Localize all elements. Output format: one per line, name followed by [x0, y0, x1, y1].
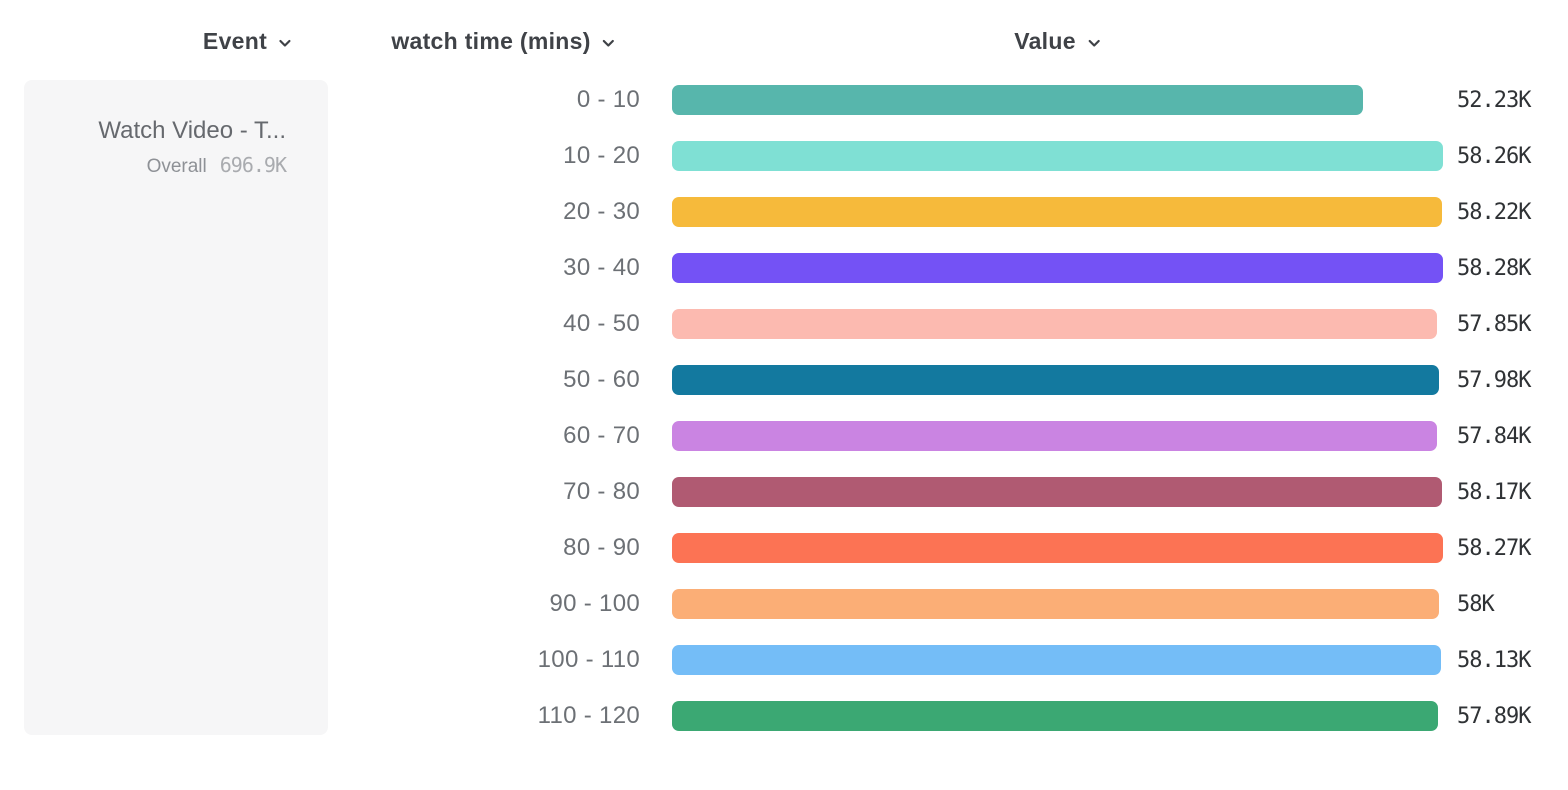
chevron-down-icon	[1086, 35, 1102, 51]
overall-label: Overall	[146, 156, 207, 177]
category-label: 60 - 70	[563, 422, 640, 449]
value-column-label: Value	[1014, 28, 1076, 54]
bar-track	[672, 421, 1443, 451]
category-label: 30 - 40	[563, 254, 640, 281]
category-label: 110 - 120	[537, 702, 640, 729]
category-label: 80 - 90	[563, 534, 640, 561]
bar-row: 60 - 70 57.84K	[0, 408, 1568, 464]
overall-line: Overall 696.9K	[24, 153, 287, 178]
bar-track	[672, 533, 1443, 563]
category-label: 50 - 60	[563, 366, 640, 393]
value-label: 58K	[1457, 591, 1495, 617]
value-bar[interactable]	[672, 533, 1443, 563]
bar-row: 10 - 20 58.26K	[0, 128, 1568, 184]
bar-track	[672, 645, 1443, 675]
breakdown-column-header[interactable]: watch time (mins)	[391, 28, 616, 55]
value-label: 58.22K	[1457, 199, 1531, 225]
value-label: 57.84K	[1457, 423, 1531, 449]
value-bar[interactable]	[672, 589, 1440, 619]
bar-track	[672, 85, 1443, 115]
category-label: 0 - 10	[576, 86, 640, 113]
value-bar[interactable]	[672, 85, 1363, 115]
bar-row: 110 - 120 57.89K	[0, 688, 1568, 744]
bar-track	[672, 365, 1443, 395]
bar-row: 20 - 30 58.22K	[0, 184, 1568, 240]
bar-track	[672, 701, 1443, 731]
bar-chart: 0 - 10 52.23K 10 - 20 58.26K 20 - 30 58.…	[0, 72, 1568, 744]
value-label: 57.89K	[1457, 703, 1531, 729]
bar-row: 70 - 80 58.17K	[0, 464, 1568, 520]
value-bar[interactable]	[672, 197, 1443, 227]
value-label: 58.17K	[1457, 479, 1531, 505]
bar-row: 80 - 90 58.27K	[0, 520, 1568, 576]
category-label: 10 - 20	[563, 142, 640, 169]
event-column-header[interactable]: Event	[203, 28, 293, 55]
bar-row: 0 - 10 52.23K	[0, 72, 1568, 128]
category-label: 90 - 100	[549, 590, 640, 617]
event-name: Watch Video - T...	[98, 117, 286, 144]
value-bar[interactable]	[672, 253, 1443, 283]
bar-row: 90 - 100 58K	[0, 576, 1568, 632]
bar-track	[672, 589, 1443, 619]
value-bar[interactable]	[672, 421, 1438, 451]
bar-track	[672, 141, 1443, 171]
bar-row: 30 - 40 58.28K	[0, 240, 1568, 296]
value-bar[interactable]	[672, 701, 1438, 731]
overall-value: 696.9K	[219, 153, 287, 177]
bar-track	[672, 253, 1443, 283]
breakdown-column-label: watch time (mins)	[391, 28, 591, 54]
category-label: 20 - 30	[563, 198, 640, 225]
value-bar[interactable]	[672, 309, 1438, 339]
value-bar[interactable]	[672, 365, 1440, 395]
event-card[interactable]: Watch Video - T... Overall 696.9K	[24, 80, 328, 735]
value-column-header[interactable]: Value	[1014, 28, 1102, 55]
value-label: 58.27K	[1457, 535, 1531, 561]
value-bar[interactable]	[672, 645, 1441, 675]
chevron-down-icon	[601, 35, 617, 51]
bar-row: 40 - 50 57.85K	[0, 296, 1568, 352]
value-label: 58.13K	[1457, 647, 1531, 673]
bar-row: 100 - 110 58.13K	[0, 632, 1568, 688]
bar-track	[672, 309, 1443, 339]
bar-track	[672, 197, 1443, 227]
value-label: 58.28K	[1457, 255, 1531, 281]
value-label: 57.98K	[1457, 367, 1531, 393]
chevron-down-icon	[277, 35, 293, 51]
bar-row: 50 - 60 57.98K	[0, 352, 1568, 408]
category-label: 100 - 110	[537, 646, 640, 673]
value-label: 58.26K	[1457, 143, 1531, 169]
category-label: 40 - 50	[563, 310, 640, 337]
value-label: 57.85K	[1457, 311, 1531, 337]
value-bar[interactable]	[672, 477, 1442, 507]
value-label: 52.23K	[1457, 87, 1531, 113]
bar-track	[672, 477, 1443, 507]
category-label: 70 - 80	[563, 478, 640, 505]
event-column-label: Event	[202, 28, 268, 54]
value-bar[interactable]	[672, 141, 1443, 171]
